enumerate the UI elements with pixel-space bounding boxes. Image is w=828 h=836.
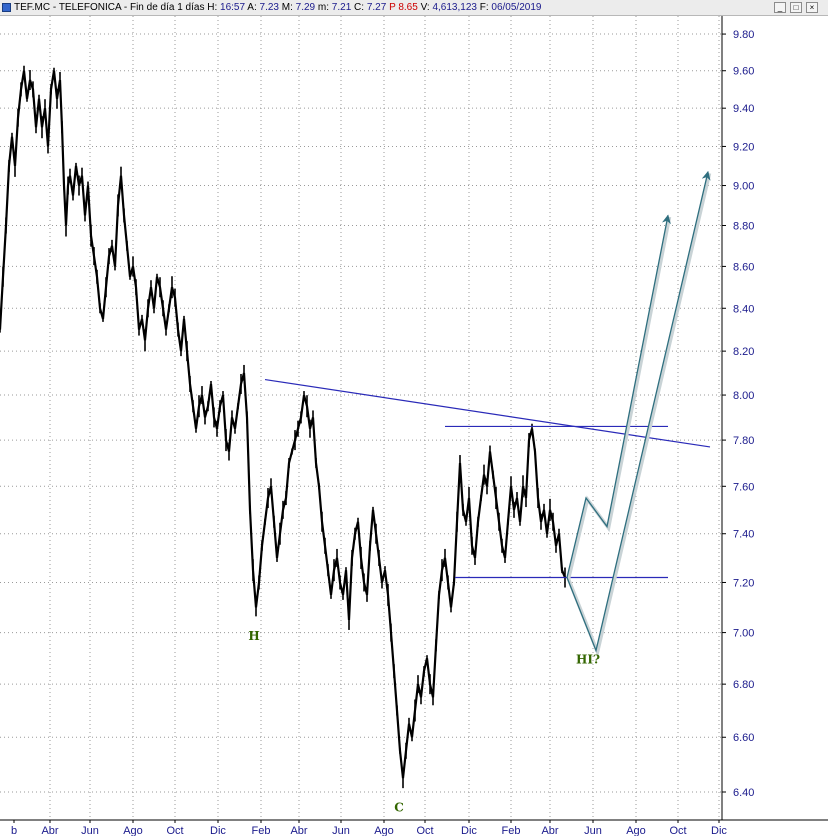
quote-field-value: 7.27 (366, 2, 387, 13)
wave-label: HI? (576, 652, 600, 666)
y-tick-label: 6.60 (733, 732, 754, 744)
x-tick-label: Abr (541, 825, 558, 836)
quote-field-value: 7.29 (295, 2, 316, 13)
quote-field-value: 7.23 (259, 2, 279, 13)
x-tick-label: Abr (41, 825, 58, 836)
y-tick-label: 9.60 (733, 66, 754, 78)
projection-shadow (566, 172, 712, 658)
minimize-button[interactable]: _ (774, 2, 786, 13)
x-tick-label: Jun (584, 825, 602, 836)
price-series-line (0, 70, 567, 779)
quote-field-key: A: (245, 2, 260, 13)
y-axis-area (722, 16, 828, 820)
quote-field-key: P (386, 2, 399, 13)
quote-field-key: M: (278, 2, 296, 13)
x-tick-label: Ago (626, 825, 646, 836)
y-tick-label: 7.60 (733, 481, 754, 493)
close-button[interactable]: × (806, 2, 818, 13)
x-tick-label: Oct (669, 825, 686, 836)
quote-field-key: C: (351, 2, 367, 13)
x-tick-label: Dic (461, 825, 477, 836)
quote-field-value: 06/05/2019 (491, 2, 542, 13)
y-tick-label: 8.60 (733, 261, 754, 273)
period: Fin de día 1 días (129, 2, 205, 13)
window-title: TEF.MC - TELEFONICA - Fin de día 1 días … (14, 2, 542, 13)
y-tick-label: 9.20 (733, 141, 754, 153)
maximize-button[interactable]: □ (790, 2, 802, 13)
y-tick-label: 8.20 (733, 346, 754, 358)
x-tick-label: Oct (166, 825, 183, 836)
wave-label: C (394, 801, 404, 815)
trendline (264, 378, 711, 448)
quote-field-value: 16:57 (220, 2, 246, 13)
y-tick-label: 8.40 (733, 303, 754, 315)
quote-field-value: 4,613,123 (432, 2, 477, 13)
quote-field-value: 7.21 (331, 2, 352, 13)
x-tick-label: Jun (81, 825, 99, 836)
quote-field-key: m: (315, 2, 332, 13)
window-titlebar: TEF.MC - TELEFONICA - Fin de día 1 días … (0, 0, 828, 16)
price-chart: 6.40 6.60 6.80 7.00 7.20 7.40 7.60 7.80 8.00 8.20… (0, 16, 828, 836)
quote-field-key: H: (207, 2, 221, 13)
projection-arrow (566, 214, 671, 578)
y-tick-label: 9.40 (733, 103, 754, 115)
quote-field-value: 8.65 (398, 2, 418, 13)
company-name: TELEFONICA (58, 2, 122, 13)
x-tick-label: Oct (416, 825, 433, 836)
x-tick-label: Feb (502, 825, 521, 836)
y-tick-label: 7.00 (733, 628, 754, 640)
y-tick-label: 7.80 (733, 435, 754, 447)
x-tick-label: Dic (711, 825, 727, 836)
quote-field-key: V: (417, 2, 433, 13)
quote-field-key: F: (476, 2, 492, 13)
x-tick-label: b (11, 825, 17, 836)
x-tick-label: Ago (374, 825, 394, 836)
chart-app-icon (2, 3, 11, 12)
projection-arrow (566, 170, 711, 653)
y-tick-label: 6.80 (733, 679, 754, 691)
y-tick-label: 7.40 (733, 529, 754, 541)
y-tick-label: 9.00 (733, 181, 754, 193)
y-tick-label: 9.80 (733, 29, 754, 41)
x-tick-label: Jun (332, 825, 350, 836)
y-tick-label: 8.80 (733, 221, 754, 233)
projection-shadow (566, 216, 672, 580)
quote-fields: H: 16:57 A: 7.23 M: 7.29 m: 7.21 C: 7.27… (207, 2, 541, 13)
wave-label: H (248, 629, 259, 643)
y-tick-label: 6.40 (733, 787, 754, 799)
x-tick-label: Dic (210, 825, 226, 836)
x-tick-label: Abr (290, 825, 307, 836)
x-tick-label: Feb (252, 825, 271, 836)
y-tick-label: 7.20 (733, 577, 754, 589)
y-tick-label: 8.00 (733, 390, 754, 402)
x-tick-label: Ago (123, 825, 143, 836)
symbol: TEF.MC (14, 2, 51, 13)
